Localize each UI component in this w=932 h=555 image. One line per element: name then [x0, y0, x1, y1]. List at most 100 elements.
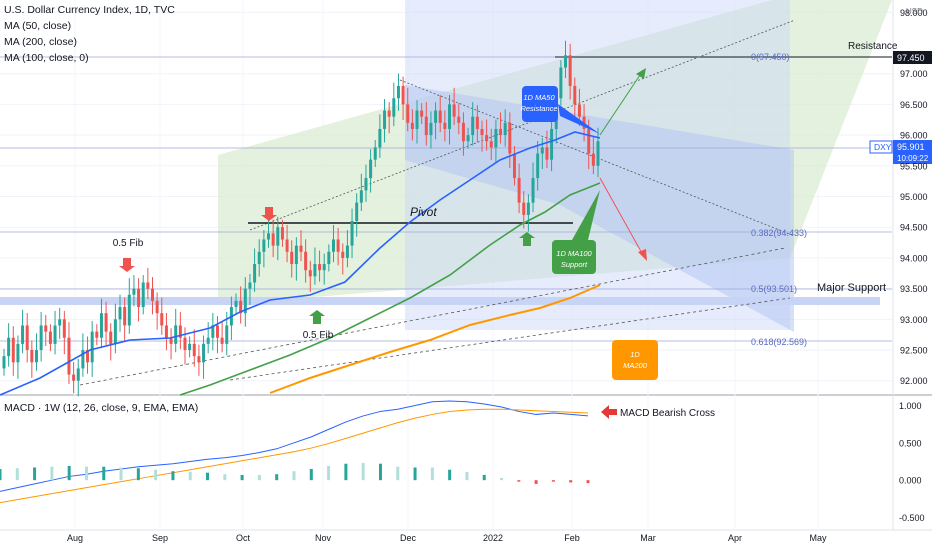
price-tick-label: 96.000: [900, 131, 928, 141]
candle-body: [132, 288, 136, 295]
candle-body: [443, 122, 447, 129]
candle-body: [331, 239, 335, 252]
projection-up-line: [599, 71, 643, 136]
trendline-lower-2: [229, 297, 791, 381]
ma50-callout: [522, 82, 600, 134]
legend-ma100: MA (100, close, 0): [4, 52, 89, 64]
candle-body: [123, 307, 127, 326]
last-price-badge: [893, 140, 932, 164]
candle-body: [90, 331, 94, 363]
macd-histogram-bar: [327, 465, 331, 481]
price-tick-label: 92.500: [900, 346, 928, 356]
arrow-down-fib: [119, 258, 135, 272]
candle-body: [76, 368, 80, 381]
macd-histogram-bar: [430, 467, 434, 481]
macd-histogram-bar: [275, 474, 279, 481]
candle-body: [285, 239, 289, 252]
candle-body: [429, 122, 433, 136]
candle-body: [373, 147, 377, 160]
ma50-line: [0, 131, 601, 396]
candle-body: [34, 350, 38, 363]
ticker-badge: [869, 140, 893, 154]
candle-body: [577, 104, 581, 117]
candle-body: [86, 350, 90, 363]
macd-histogram-bar: [84, 466, 88, 481]
candle-body: [387, 110, 391, 117]
macd-cross-arrow: [601, 405, 617, 419]
time-tick-label: Mar: [640, 533, 656, 543]
candle-body: [489, 141, 493, 148]
blue-descending-channel: [405, 85, 794, 332]
price-tick-label: 92.000: [900, 376, 928, 386]
macd-histogram-bar: [206, 472, 210, 481]
candle-body: [540, 147, 544, 154]
candle-body: [522, 202, 526, 215]
time-tick-label: Aug: [67, 533, 83, 543]
candle-body: [234, 300, 238, 308]
time-tick-label: Sep: [152, 533, 168, 543]
macd-histogram-bar: [15, 468, 19, 481]
price-tick-label: 95.500: [900, 161, 928, 171]
legend-title: U.S. Dollar Currency Index, 1D, TVC: [4, 4, 175, 16]
ma200-callout: [604, 290, 658, 380]
ma200-callout-line2: MA200: [623, 361, 648, 370]
candle-body: [174, 325, 178, 344]
last-price-text: 95.901: [897, 142, 925, 152]
macd-line: [0, 400, 589, 492]
macd-histogram-bar: [361, 462, 365, 481]
macd-histogram-bar: [257, 474, 261, 481]
candle-body: [113, 319, 117, 344]
candle-body: [2, 356, 6, 369]
candle-body: [48, 331, 52, 344]
candle-body: [178, 325, 182, 338]
price-tick-label: 93.500: [900, 284, 928, 294]
time-tick-label: May: [809, 533, 827, 543]
resistance-label: Resistance: [848, 41, 898, 52]
macd-histogram-bar: [33, 467, 37, 481]
candle-body: [262, 239, 266, 252]
ma200-callout-line1: 1D: [630, 350, 640, 359]
candle-body: [290, 251, 294, 265]
candle-body: [137, 288, 141, 308]
ma50-callout-line1: 1D MA50: [523, 93, 555, 102]
time-tick-label: Apr: [728, 533, 742, 543]
candle-body: [169, 337, 173, 344]
candle-body: [318, 264, 322, 271]
candle-body: [503, 122, 507, 136]
ma50-callout-line2: Resistance: [520, 104, 557, 113]
candle-body: [508, 122, 512, 154]
projection-down-line: [599, 177, 644, 256]
fib-5-label: 0.5(93.501): [751, 284, 797, 294]
candle-body: [197, 356, 201, 363]
candle-body: [267, 233, 271, 240]
projection-up-head: [636, 68, 646, 79]
candle-body: [220, 337, 224, 344]
time-tick-label: Oct: [236, 533, 251, 543]
macd-histogram-bar: [534, 480, 538, 484]
candle-body: [62, 319, 66, 338]
macd-tick-label: 0.000: [899, 476, 922, 486]
macd-histogram-bar: [119, 467, 123, 481]
ticker-text: DXY: [874, 142, 892, 152]
candle-body: [475, 116, 479, 129]
major-support-zone: [0, 297, 880, 305]
candle-body: [104, 313, 108, 332]
candle-body: [355, 202, 359, 222]
macd-histogram-bar: [171, 471, 175, 481]
candle-body: [457, 116, 461, 123]
candle-body: [118, 307, 122, 320]
candle-body: [434, 110, 438, 123]
macd-histogram-bar: [517, 480, 521, 482]
candle-body: [127, 294, 131, 326]
price-tick-label: 98.000: [900, 8, 928, 18]
fib-top-label: 0(97.450): [751, 52, 790, 62]
candle-body: [359, 190, 363, 203]
macd-histogram-bar: [396, 466, 400, 481]
macd-cross-label: MACD Bearish Cross: [620, 408, 715, 419]
ma200-line: [269, 284, 601, 394]
candle-body: [211, 325, 215, 338]
price-tick-label: 94.500: [900, 223, 928, 233]
candle-body: [452, 104, 456, 117]
